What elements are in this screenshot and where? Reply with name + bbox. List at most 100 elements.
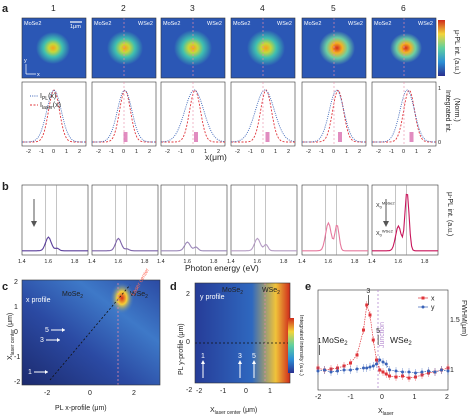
panel-b-spectrum — [372, 193, 438, 252]
panel-d-ytick: 2 — [186, 291, 190, 298]
panel-d: Integrated intensity (a.u.) y profile Mo… — [178, 282, 304, 416]
panel-a-xtick: 2 — [287, 149, 290, 155]
panel-e-junction-label: Junction — [379, 322, 386, 348]
panel-a-laser-profile — [231, 89, 295, 143]
panel-a-ytick: 0 — [438, 140, 441, 146]
panel-a-column-numbers: 1 2 3 4 5 6 — [51, 3, 406, 13]
panel-e-xtick: -1 — [348, 394, 354, 401]
panel-b-spectrum — [161, 241, 227, 252]
panel-a-profile-label-bot: (Norm.) — [453, 98, 460, 122]
panel-b-marker-label-bot: X0WSe2 — [376, 229, 394, 238]
panel-d-xtick: 0 — [244, 388, 248, 395]
panel-a-material-left: MoSe2 — [374, 21, 391, 27]
panel-a-column-number: 6 — [401, 3, 406, 13]
panel-b-xtick: 1.6 — [114, 259, 122, 265]
panel-c-xtick: -2 — [44, 390, 50, 397]
panel-e-point-y — [407, 370, 411, 374]
panel-a-pl-profile — [22, 89, 86, 143]
panel-b-xtick: 1.8 — [280, 259, 288, 265]
panel-b-frame — [91, 184, 159, 256]
panel-a-xtick: 0 — [402, 149, 405, 155]
panel-a-laser-marker — [194, 132, 198, 142]
panel-a-laser-profile — [161, 89, 225, 143]
panel-b-frame — [160, 184, 228, 256]
panel-b-xtick: 1.6 — [324, 259, 332, 265]
panel-a-laser-marker — [265, 132, 270, 142]
panel-e-point-y — [365, 366, 369, 370]
panel-e-point-y — [323, 368, 326, 372]
panel-b-xtick: 1.8 — [351, 259, 359, 265]
panel-b-marker-label-top: X0MoSe2 — [376, 201, 395, 210]
panel-c-material-right: WSe2 — [130, 291, 148, 300]
panel-c-ylabel: Xlaser center (μm) — [7, 313, 16, 360]
marker-sub: 0 — [380, 205, 383, 210]
panel-a-xtick: -2 — [376, 149, 381, 155]
panel-a-xtick: 1 — [274, 149, 277, 155]
panel-d-ytick: -2 — [186, 387, 192, 394]
panel-a-xtick: -1 — [109, 149, 114, 155]
panel-c-diagonal — [49, 284, 131, 381]
panel-a-material-right: WSe2 — [348, 21, 363, 27]
panel-a-column-number: 3 — [190, 3, 195, 13]
panel-a-map-frame — [230, 17, 296, 79]
panel-b-xtick: 1.4 — [18, 259, 26, 265]
panel-d-arrowhead — [201, 360, 205, 364]
panel-a-xtick: -2 — [26, 149, 31, 155]
panel-e-material-left: MoSe2 — [322, 335, 348, 347]
panel-a-laser-marker — [338, 132, 342, 142]
panel-e-legend-label: y — [431, 305, 435, 312]
panel-a-pl-profile — [302, 89, 366, 143]
panel-c-ytick: 1 — [14, 304, 18, 311]
panel-e-point-x — [384, 372, 388, 376]
panel-e-point-y — [388, 368, 391, 372]
panel-b-ylabel: μ-PL int. (a.u.) — [446, 192, 453, 236]
panel-c-arrows: 53 1 — [28, 327, 65, 376]
panel-c-material-left: MoSe2 — [62, 291, 83, 300]
marker-sup: WSe2 — [382, 229, 394, 234]
panel-e-point-y — [349, 368, 352, 372]
panel-e-point-y — [378, 358, 382, 362]
panel-e-xtick: 1 — [413, 394, 417, 401]
panel-d-ytick: 0 — [186, 339, 190, 346]
panel-d-xtick: -1 — [220, 388, 226, 395]
panel-e-point-y — [381, 360, 385, 364]
panel-d-arrows: 1 3 5 — [201, 353, 256, 378]
panel-a-xtick: 0 — [52, 149, 55, 155]
panel-d-plot — [195, 283, 290, 383]
panel-e-ytick: 1 — [450, 367, 454, 374]
panel-a-xtick: -1 — [39, 149, 44, 155]
panel-a-xtick: 2 — [428, 149, 431, 155]
panel-e-legend-marker — [421, 296, 425, 300]
panel-e-point-x — [407, 376, 411, 380]
panel-e-ylabel: FWHM(μm) — [460, 300, 467, 336]
panel-c-ytick: 0 — [14, 329, 18, 336]
panel-b-xtick: 1.4 — [157, 259, 165, 265]
panel-e-point-y — [368, 365, 372, 369]
panel-label-a: a — [2, 3, 9, 15]
panel-e-arrow-label: 1 — [318, 338, 322, 345]
panel-a-axis-y: y — [24, 58, 27, 64]
panel-label-c: c — [2, 281, 8, 293]
panel-e-point-y — [342, 368, 346, 372]
panel-a-map-spot — [107, 31, 143, 65]
panel-e-legend-marker — [421, 305, 425, 309]
panel-d-colorbar-label: Integrated intensity (a.u.) — [298, 315, 304, 376]
panel-b-spectrum — [231, 237, 297, 252]
panel-a-xtick: 1 — [204, 149, 207, 155]
panel-a-map-frame — [91, 17, 157, 79]
panel-e-point-y — [375, 362, 378, 366]
panel-a-xtick: -1 — [389, 149, 394, 155]
panel-e-point-y — [401, 370, 404, 374]
panel-e-point-y — [440, 368, 443, 372]
panel-d-xlabel: Xlaser center (μm) — [210, 407, 257, 416]
panel-d-colorbar — [288, 318, 294, 373]
panel-a-map-frame — [371, 17, 437, 79]
panel-e-point-y — [336, 369, 339, 373]
panel-label-d: d — [170, 281, 177, 293]
panel-a-column-number: 5 — [331, 3, 336, 13]
panel-c-ticks: -2 0 2 2 1 0 -1 -2 — [14, 279, 136, 397]
panel-d-material-left: MoSe2 — [222, 287, 243, 296]
panel-a-xtick: 1 — [135, 149, 138, 155]
panel-a-xtick: 0 — [122, 149, 125, 155]
panel-e-plot: 1 3 5 — [316, 288, 450, 382]
